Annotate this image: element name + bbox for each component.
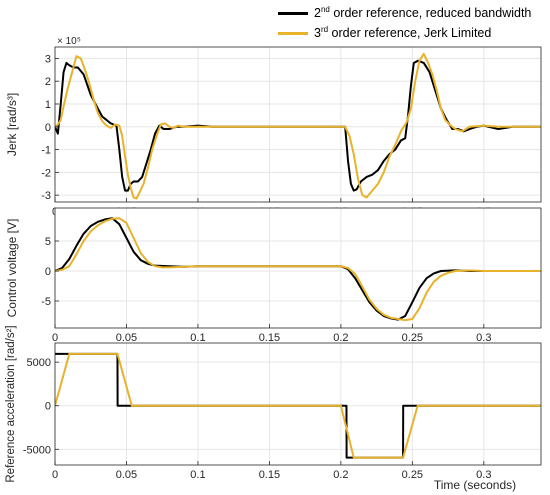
x-tick-label: 0.3 bbox=[476, 469, 491, 481]
y-tick-label: 0 bbox=[45, 266, 51, 278]
x-tick-label: 0 bbox=[52, 332, 58, 344]
y-tick-label: 5 bbox=[45, 236, 51, 248]
y-tick-label: 0 bbox=[45, 401, 51, 413]
axes-frame bbox=[54, 342, 542, 466]
series-line-gold bbox=[55, 352, 541, 459]
y-tick-label: -5000 bbox=[23, 444, 51, 456]
axes-frame bbox=[54, 46, 542, 203]
y-tick-label: -5 bbox=[41, 296, 51, 308]
legend-label-gold: 3rd order reference, Jerk Limited bbox=[314, 25, 492, 41]
series-line-gold bbox=[55, 52, 541, 200]
y-axis-label: Reference acceleration [rad/s²] bbox=[5, 325, 17, 482]
plot-area bbox=[55, 343, 541, 465]
y-tick-label: -3 bbox=[41, 190, 51, 202]
legend-label-black: 2nd order reference, reduced bandwidth bbox=[314, 5, 532, 21]
axes-frame bbox=[54, 207, 542, 329]
x-tick-label: 0.15 bbox=[259, 469, 280, 481]
x-tick-label: 0.1 bbox=[190, 332, 205, 344]
x-tick-label: 0.15 bbox=[259, 332, 280, 344]
x-tick-label: 0.25 bbox=[402, 332, 423, 344]
plot-area bbox=[55, 47, 541, 202]
legend-entry-gold: 3rd order reference, Jerk Limited bbox=[278, 23, 491, 43]
panel-3: 0 0.05 0.1 0.15 0.2 0.25 0.3 -5000 0 5000 Referenc… bbox=[5, 325, 542, 492]
y-tick-label: -1 bbox=[41, 145, 51, 157]
x-tick-label: 0.05 bbox=[116, 469, 137, 481]
y-tick-label: 5000 bbox=[27, 357, 51, 369]
y-exponent-label: × 10⁵ bbox=[57, 36, 81, 47]
y-tick-label: -2 bbox=[41, 167, 51, 179]
x-tick-label: 0 bbox=[52, 469, 58, 481]
legend-swatch-black bbox=[278, 11, 308, 15]
x-tick-label: 0.2 bbox=[333, 469, 348, 481]
x-tick-label: 0.1 bbox=[190, 469, 205, 481]
x-tick-label: 0.3 bbox=[476, 332, 491, 344]
y-axis-label: Jerk [rad/s³] bbox=[5, 93, 19, 156]
panel-2: 0 0.05 0.1 0.15 0.2 0.25 0.3 -5 0 5 Control voltag… bbox=[5, 207, 542, 344]
plot-area bbox=[55, 208, 541, 328]
legend: 2nd order reference, reduced bandwidth 3… bbox=[278, 0, 550, 44]
series-line-gold bbox=[55, 217, 541, 322]
y-tick-label: 3 bbox=[45, 53, 51, 65]
y-tick-label: 1 bbox=[45, 99, 51, 111]
legend-entry-black: 2nd order reference, reduced bandwidth bbox=[278, 3, 531, 23]
legend-swatch-gold bbox=[278, 31, 308, 35]
y-tick-label: 2 bbox=[45, 76, 51, 88]
x-axis-label: Time (seconds) bbox=[434, 478, 516, 492]
y-axis-label: Control voltage [V] bbox=[5, 219, 19, 318]
x-tick-label: 0.05 bbox=[116, 332, 137, 344]
y-tick-label: 0 bbox=[45, 122, 51, 134]
x-tick-label: 0.25 bbox=[402, 469, 423, 481]
x-tick-label: 0.2 bbox=[333, 332, 348, 344]
